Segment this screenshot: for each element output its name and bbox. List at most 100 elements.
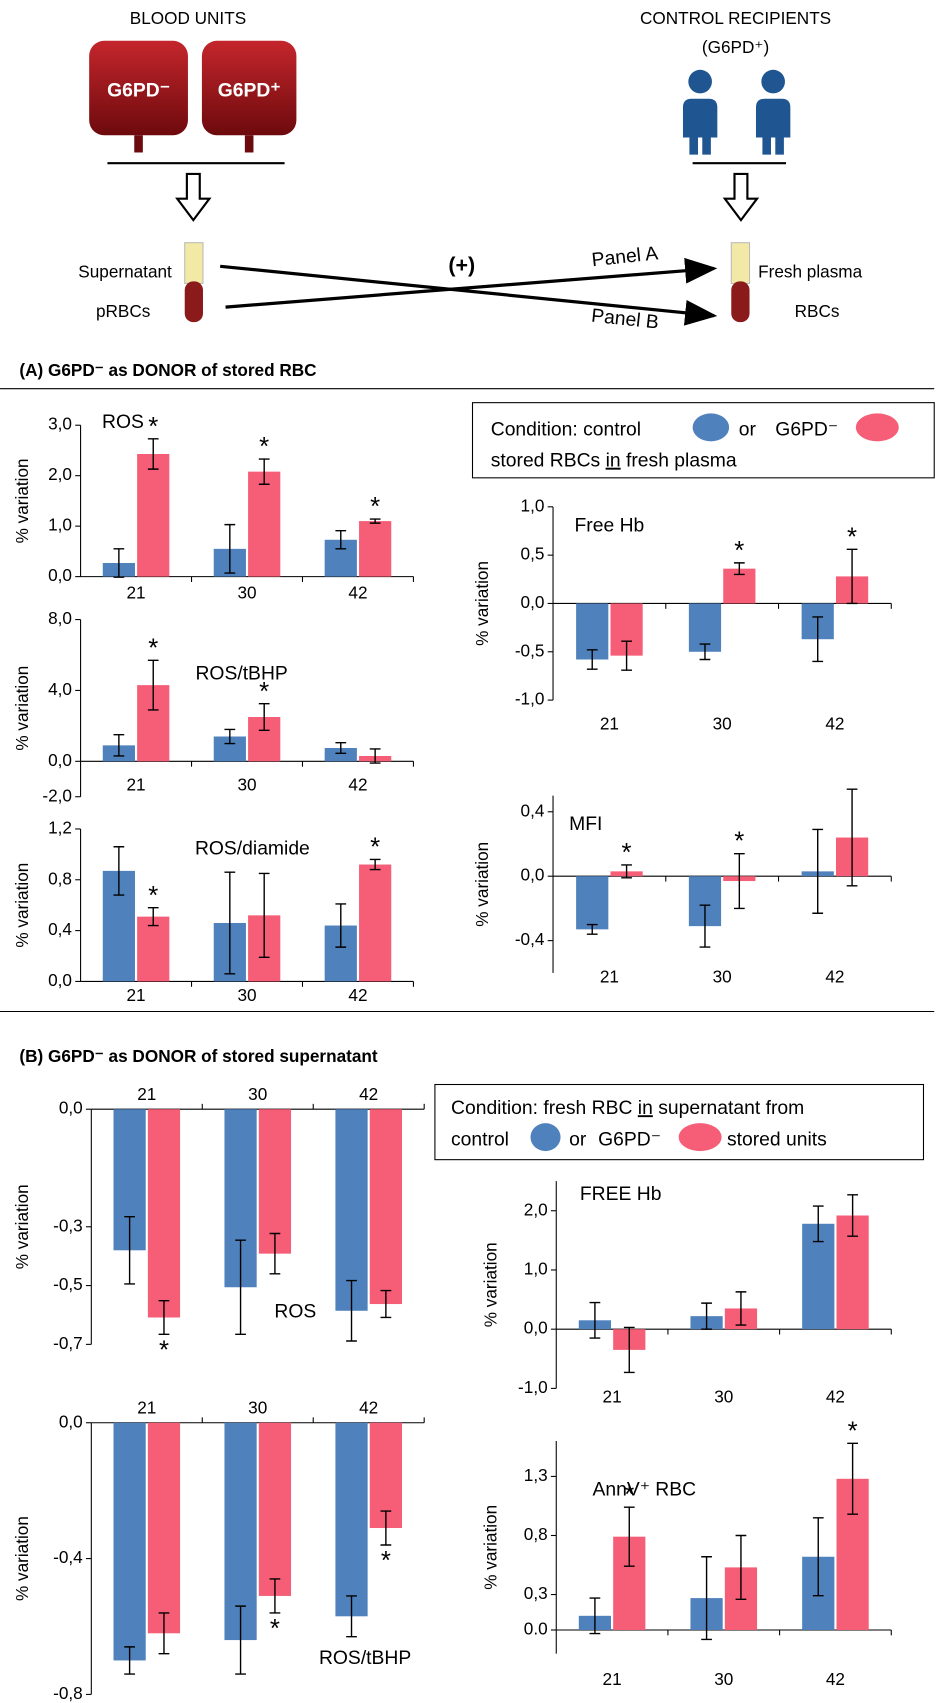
- person: [761, 70, 785, 94]
- person: [683, 99, 717, 155]
- legend-text: in: [638, 1098, 653, 1119]
- y-tick-label: 0,0: [59, 1098, 83, 1118]
- legend-swatch: [693, 413, 730, 441]
- y-tick-label: 0,3: [524, 1583, 548, 1603]
- y-tick-label: 0,0: [521, 592, 545, 612]
- significance-marker: *: [259, 678, 269, 706]
- x-tick-label: 42: [359, 1397, 378, 1417]
- legend: Condition: fresh RBCinsupernatant from c…: [435, 1085, 924, 1160]
- figure: BLOOD UNITS G6PD⁻ G6PD⁺ CONTROL RECIPIEN…: [0, 0, 945, 1703]
- y-tick-label: -0,7: [53, 1333, 83, 1353]
- person: [688, 70, 712, 94]
- section-title: (B) G6PD⁻ as DONOR of stored supernatant: [19, 1046, 378, 1066]
- significance-marker: *: [847, 523, 857, 551]
- chart-title: ROS/tBHP: [195, 663, 287, 684]
- control-recipients: CONTROL RECIPIENTS: [640, 8, 831, 28]
- y-axis-label: % variation: [12, 1184, 32, 1269]
- significance-marker: *: [148, 634, 158, 662]
- y-tick-label: 0,0: [48, 750, 72, 770]
- x-tick-label: 21: [126, 582, 145, 602]
- y-tick-label: -1,0: [515, 689, 545, 709]
- significance-marker: *: [370, 493, 380, 521]
- legend-swatch: [679, 1123, 722, 1151]
- y-tick-label: 1,0: [48, 515, 72, 535]
- y-tick-label: -0,4: [53, 1547, 83, 1567]
- tube: [185, 243, 203, 284]
- legend-text: Condition:: [491, 420, 578, 441]
- chart-title: AnnV⁺ RBC: [593, 1480, 697, 1501]
- legend-text: or: [739, 420, 757, 441]
- significance-marker: *: [370, 834, 380, 862]
- legend-entry: G6PD⁻: [598, 1129, 661, 1150]
- bar: [370, 1109, 402, 1304]
- significance-marker: *: [622, 839, 632, 867]
- legend-swatch: [530, 1123, 560, 1151]
- bar: [148, 1109, 180, 1317]
- significance-marker: *: [734, 828, 744, 856]
- significance-marker: *: [734, 537, 744, 565]
- chart-title: ROS: [274, 1301, 316, 1322]
- x-tick-label: 30: [248, 1397, 267, 1417]
- fresh-plasma: Fresh plasma: [758, 261, 862, 281]
- significance-marker: *: [270, 1615, 280, 1643]
- arrow: [725, 174, 757, 220]
- legend-text: in: [606, 451, 621, 472]
- significance-marker: *: [624, 1481, 634, 1509]
- x-tick-label: 30: [237, 582, 256, 602]
- x-tick-label: 42: [359, 1084, 378, 1104]
- y-axis-label: % variation: [472, 842, 492, 927]
- y-tick-label: 0,0: [48, 970, 72, 990]
- prbcs: pRBCs: [96, 301, 150, 321]
- legend: Condition:control or G6PD⁻ stored RBCs in…: [473, 403, 935, 478]
- control-type: (G6PD⁺): [702, 37, 769, 57]
- x-tick-label: 42: [825, 967, 844, 987]
- y-axis-label: % variation: [12, 458, 32, 543]
- x-tick-label: 42: [826, 1387, 845, 1407]
- y-tick-label: 1,0: [521, 495, 545, 515]
- x-tick-label: 30: [713, 967, 732, 987]
- chart-title: ROS/diamide: [195, 838, 310, 859]
- legend-entry: G6PD⁻: [775, 420, 838, 441]
- bag-tube: [134, 135, 143, 152]
- y-tick-label: -2,0: [42, 785, 72, 805]
- y-axis-label: % variation: [480, 1242, 500, 1327]
- y-tick-label: -0,5: [53, 1274, 83, 1294]
- x-tick-label: 30: [237, 985, 256, 1005]
- y-axis-label: % variation: [12, 666, 32, 751]
- chart-title: Free Hb: [575, 515, 645, 536]
- tube: [731, 243, 749, 284]
- x-tick-label: 30: [248, 1084, 267, 1104]
- diagram: BLOOD UNITS G6PD⁻ G6PD⁺ CONTROL RECIPIEN…: [78, 8, 862, 334]
- y-tick-label: 0,0: [524, 1318, 548, 1338]
- x-tick-label: 21: [603, 1387, 622, 1407]
- significance-marker: *: [259, 433, 269, 461]
- significance-marker: *: [381, 1547, 391, 1575]
- significance-marker: *: [159, 1336, 169, 1364]
- y-tick-label: -1,0: [518, 1377, 548, 1397]
- arrow: [177, 174, 209, 220]
- legend-text: stored RBCs: [491, 451, 600, 472]
- bar: [576, 876, 608, 929]
- y-tick-label: 1,0: [524, 1258, 548, 1278]
- bar: [335, 1423, 367, 1617]
- chart-title: ROS/tBHP: [319, 1648, 411, 1669]
- y-axis-label: % variation: [12, 1516, 32, 1601]
- y-tick-label: 2,0: [48, 464, 72, 484]
- x-tick-label: 42: [348, 985, 367, 1005]
- chart-title: FREE Hb: [580, 1184, 662, 1205]
- x-tick-label: 21: [126, 985, 145, 1005]
- y-tick-label: 1,3: [524, 1465, 548, 1485]
- bar: [259, 1423, 291, 1596]
- legend-text: Condition: fresh RBC: [451, 1098, 632, 1119]
- legend-text: Condition:control: [491, 420, 641, 441]
- x-tick-label: 30: [714, 1669, 733, 1689]
- y-tick-label: 0,5: [521, 544, 545, 564]
- significance-marker: *: [148, 413, 158, 441]
- y-tick-label: -0,5: [515, 640, 545, 660]
- bar: [359, 865, 391, 982]
- rbcs: RBCs: [795, 301, 840, 321]
- y-tick-label: 0,0: [48, 565, 72, 585]
- bar: [114, 1423, 146, 1661]
- x-tick-label: 42: [825, 713, 844, 733]
- legend-text: or: [569, 1129, 587, 1150]
